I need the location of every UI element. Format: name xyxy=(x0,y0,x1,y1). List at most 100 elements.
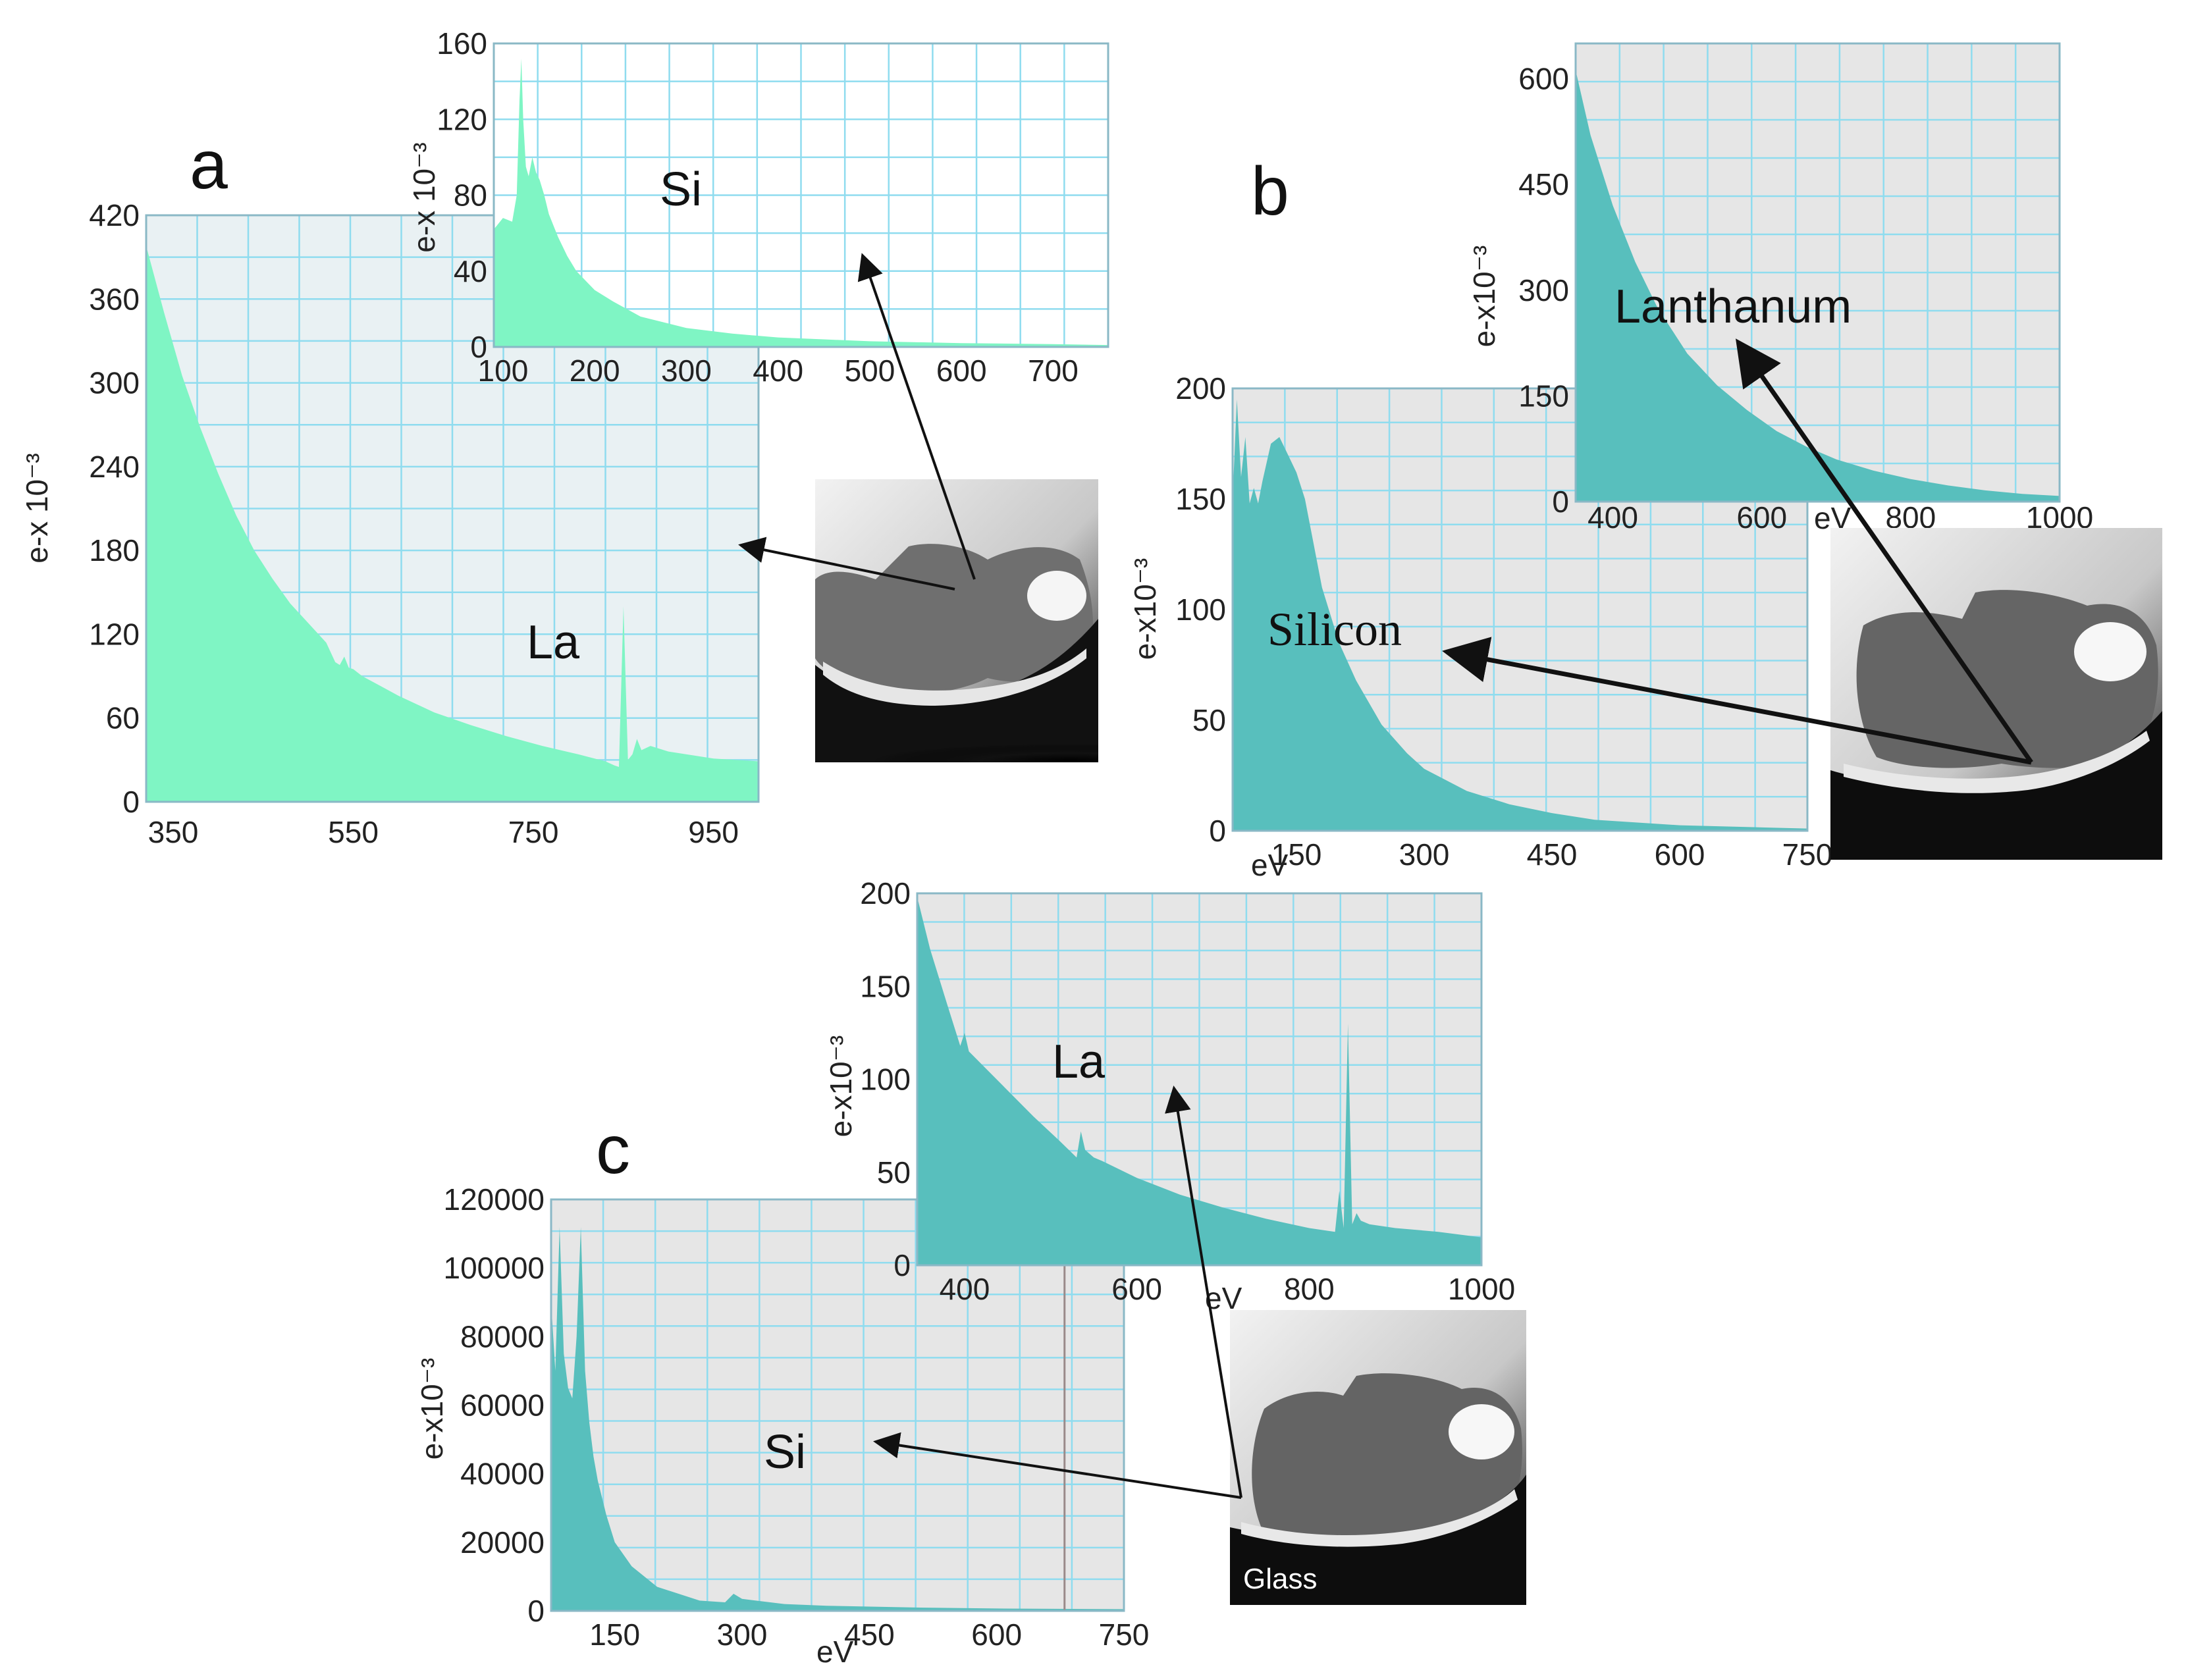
x-tick-label: 300 xyxy=(717,1617,768,1652)
y-tick-label: 450 xyxy=(1518,167,1569,201)
x-tick-label: 400 xyxy=(940,1272,990,1306)
x-tick-label: 600 xyxy=(1736,500,1787,535)
x-axis-label: eV xyxy=(1251,848,1289,882)
y-tick-label: 20000 xyxy=(460,1525,545,1560)
x-tick-label: 600 xyxy=(971,1617,1022,1652)
x-tick-label: 600 xyxy=(936,354,987,388)
chart-c-main: 0 20000 40000 60000 80000 100000 120000 150 300 4… xyxy=(415,1182,1149,1669)
y-tick-label: 100000 xyxy=(444,1251,545,1285)
element-annotation: Si xyxy=(764,1426,806,1479)
y-axis-label: e-x10⁻³ xyxy=(1467,246,1501,348)
x-tick-label: 100 xyxy=(478,354,529,388)
spectrum-area xyxy=(1576,70,2060,502)
spectrum-area xyxy=(494,59,1108,347)
element-annotation: Lanthanum xyxy=(1614,280,1852,333)
x-tick-label: 1000 xyxy=(1448,1272,1515,1306)
x-tick-label: 550 xyxy=(328,815,379,849)
spectrum-area xyxy=(917,897,1481,1265)
y-tick-label: 200 xyxy=(1175,371,1226,406)
y-tick-label: 100 xyxy=(860,1063,911,1097)
arrows xyxy=(738,253,2033,1499)
y-axis-label: e-x 10⁻³ xyxy=(20,453,54,563)
plot-frame xyxy=(1574,42,2061,503)
plot-frame xyxy=(1231,387,1809,832)
y-tick-label: 150 xyxy=(860,969,911,1003)
y-axis-label: e-x10⁻³ xyxy=(824,1036,858,1138)
spectrum-area xyxy=(551,1226,1124,1611)
arrow-b-silicon xyxy=(1442,637,2032,765)
x-tick-label: 700 xyxy=(1028,354,1079,388)
y-tick-label: 160 xyxy=(437,26,487,61)
arrow-b-lanthanum xyxy=(1735,338,2033,764)
y-tick-label: 120000 xyxy=(444,1182,545,1217)
y-tick-label: 60000 xyxy=(460,1388,545,1423)
y-tick-label: 300 xyxy=(1518,273,1569,307)
y-tick-label: 120 xyxy=(89,617,140,651)
x-tick-label: 300 xyxy=(661,354,712,388)
x-tick-label: 600 xyxy=(1655,837,1705,872)
y-tick-label: 0 xyxy=(1552,485,1569,519)
y-tick-label: 150 xyxy=(1175,482,1226,516)
plot-frame xyxy=(145,214,760,803)
element-annotation: Si xyxy=(660,163,702,216)
y-axis-label: e-x10⁻³ xyxy=(1128,558,1162,660)
y-tick-label: 0 xyxy=(893,1248,911,1282)
y-tick-label: 300 xyxy=(89,366,140,400)
y-tick-label: 360 xyxy=(89,282,140,316)
y-tick-label: 80000 xyxy=(460,1319,545,1353)
y-axis-label: e-x10⁻³ xyxy=(415,1358,449,1460)
x-tick-label: 450 xyxy=(844,1617,895,1652)
x-tick-label: 150 xyxy=(1271,837,1322,872)
y-tick-label: 40000 xyxy=(460,1457,545,1491)
x-tick-label: 150 xyxy=(589,1617,640,1652)
y-tick-label: 100 xyxy=(1175,592,1226,627)
micrograph-label: Glass xyxy=(1243,1563,1317,1595)
arrow-a-la xyxy=(738,537,955,591)
element-annotation: Silicon xyxy=(1267,603,1402,656)
x-tick-label: 750 xyxy=(1099,1617,1150,1652)
x-tick-label: 200 xyxy=(570,354,620,388)
spectrum-area xyxy=(146,246,759,802)
y-tick-label: 60 xyxy=(106,701,140,735)
micrograph-a xyxy=(815,479,1098,762)
y-tick-label: 120 xyxy=(437,102,487,136)
plot-frame xyxy=(550,1198,1125,1612)
y-tick-label: 0 xyxy=(527,1594,545,1628)
arrow-a-si xyxy=(857,253,976,580)
y-tick-label: 240 xyxy=(89,450,140,484)
panel-label-c: c xyxy=(596,1112,630,1188)
y-tick-label: 50 xyxy=(1192,703,1226,737)
panel-label-a: a xyxy=(190,127,228,203)
arrow-c-si xyxy=(873,1432,1242,1499)
plot-frame xyxy=(916,892,1483,1267)
x-tick-label: 950 xyxy=(688,815,739,849)
x-tick-label: 450 xyxy=(1527,837,1578,872)
spectrum-area xyxy=(1233,399,1807,831)
panel-label-b: b xyxy=(1251,153,1289,230)
y-tick-label: 180 xyxy=(89,533,140,567)
element-annotation: La xyxy=(1052,1036,1106,1088)
x-tick-label: 750 xyxy=(508,815,559,849)
element-annotation: La xyxy=(527,616,580,669)
micrograph-b xyxy=(1830,528,2162,860)
micrograph-c: Glass xyxy=(1230,1310,1526,1605)
y-tick-label: 0 xyxy=(470,330,487,364)
x-tick-label: 800 xyxy=(1284,1272,1335,1306)
y-tick-label: 420 xyxy=(89,198,140,232)
y-tick-label: 150 xyxy=(1518,379,1569,413)
x-tick-label: 300 xyxy=(1399,837,1450,872)
y-tick-label: 40 xyxy=(454,254,487,288)
plot-background xyxy=(551,1199,1124,1611)
plot-frame xyxy=(493,42,1109,348)
chart-a-inset: 0 40 80 120 160 100 200 300 400 500 600 700 e-x 10⁻³… xyxy=(407,26,1109,388)
y-tick-label: 0 xyxy=(122,785,140,819)
arrow-c-la xyxy=(1165,1086,1242,1498)
y-tick-label: 600 xyxy=(1518,62,1569,96)
x-tick-label: 750 xyxy=(1782,837,1833,872)
y-tick-label: 50 xyxy=(877,1155,911,1190)
y-tick-label: 0 xyxy=(1209,814,1226,848)
x-tick-label: 400 xyxy=(753,354,803,388)
